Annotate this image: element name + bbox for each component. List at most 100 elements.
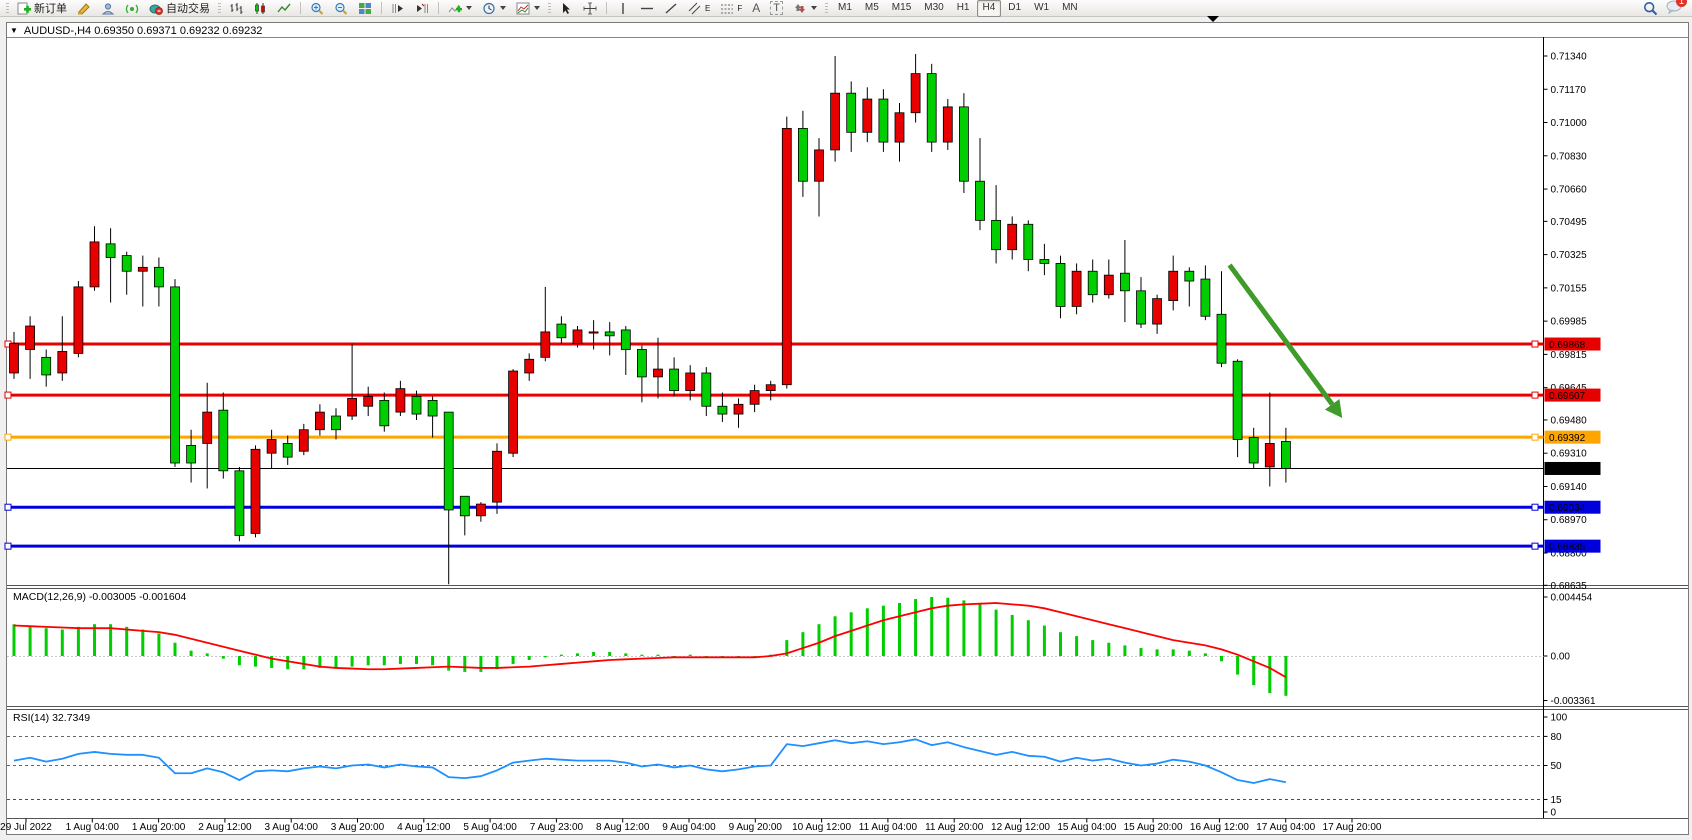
candle-up: [1264, 443, 1275, 468]
trend-arrow-head[interactable]: [1324, 398, 1343, 418]
candle-down: [153, 266, 164, 288]
candlestick-chart-icon: [255, 2, 265, 14]
line-handle[interactable]: [4, 542, 12, 550]
line-handle[interactable]: [1531, 503, 1539, 511]
candle-up: [749, 390, 760, 405]
price-axis-tick-label: 0.69310: [1551, 449, 1588, 460]
templates-button[interactable]: [512, 0, 544, 17]
line-handle[interactable]: [4, 433, 12, 441]
arrows-tool-button[interactable]: [789, 0, 821, 17]
line-handle[interactable]: [1531, 542, 1539, 550]
fibonacci-tool-button[interactable]: F: [716, 0, 746, 17]
line-handle[interactable]: [4, 503, 12, 511]
chart-title-strip[interactable]: ▼ AUDUSD-,H4 0.69350 0.69371 0.69232 0.6…: [10, 25, 262, 37]
timeframe-button-W1[interactable]: W1: [1034, 1, 1050, 13]
indicators-button[interactable]: [444, 0, 476, 17]
macd-histogram-bar: [978, 604, 982, 656]
macd-histogram-bar: [189, 650, 193, 656]
new-order-button[interactable]: 新订单: [13, 0, 71, 17]
macd-histogram-bar: [141, 629, 145, 656]
line-handle[interactable]: [1531, 433, 1539, 441]
macd-histogram-bar: [382, 656, 386, 666]
price-badge: [1544, 500, 1601, 514]
collapse-triangle-icon[interactable]: ▼: [10, 26, 18, 35]
candle-up: [347, 398, 358, 417]
timeframe-button-M5[interactable]: M5: [864, 1, 879, 13]
dropdown-caret[interactable]: [810, 6, 817, 10]
price-badge-label: 0.69034: [1549, 503, 1586, 514]
timeframe-button-H1[interactable]: H1: [956, 1, 970, 13]
autotrading-icon: [149, 4, 163, 15]
candle-down: [1248, 437, 1259, 464]
chart-shift-button[interactable]: [411, 0, 433, 17]
candle-down: [105, 243, 116, 258]
price-axis-tick-label: 0.71000: [1551, 118, 1588, 129]
text-tool-button[interactable]: A: [748, 0, 764, 17]
dropdown-caret[interactable]: [500, 6, 506, 10]
vertical-line-icon: [622, 2, 624, 14]
timeframe-button-H4[interactable]: H4: [976, 0, 1002, 17]
dropdown-caret[interactable]: [534, 6, 540, 10]
crosshair-tool-button[interactable]: [579, 0, 601, 17]
periods-button[interactable]: [478, 0, 510, 17]
candle-down: [218, 409, 229, 472]
search-icon[interactable]: [1643, 1, 1658, 16]
trendline-tool-button[interactable]: [660, 0, 682, 17]
channel-icon: [688, 2, 701, 14]
candle-up: [202, 411, 213, 444]
line-handle[interactable]: [4, 391, 12, 399]
time-axis-label: 8 Aug 12:00: [596, 822, 650, 833]
candle-down: [556, 323, 567, 339]
price-axis-tick-label: 0.71340: [1551, 52, 1588, 63]
time-axis-label: 9 Aug 20:00: [729, 822, 783, 833]
trendline-icon: [665, 2, 677, 14]
line-handle[interactable]: [1531, 391, 1539, 399]
macd-histogram-bar: [801, 632, 805, 656]
candle-down: [846, 92, 857, 133]
macd-histogram-bar: [463, 656, 467, 672]
tile-windows-button[interactable]: [354, 0, 376, 17]
toolbar-separator: [381, 2, 382, 14]
price-badge: [1544, 388, 1601, 402]
cursor-tool-button[interactable]: [555, 0, 577, 17]
bar-chart-button[interactable]: [225, 0, 247, 17]
horizontal-line-tool-button[interactable]: [636, 0, 658, 17]
auto-scroll-button[interactable]: [387, 0, 409, 17]
text-label-tool-button[interactable]: T: [766, 0, 787, 17]
line-chart-button[interactable]: [273, 0, 295, 17]
timeframe-button-MN[interactable]: MN: [1062, 1, 1078, 13]
cursor-icon: [563, 2, 570, 14]
signal-icon: [125, 4, 139, 13]
timeframe-button-M15[interactable]: M15: [891, 1, 912, 13]
trend-arrow-annotation[interactable]: [1227, 263, 1335, 406]
candle-down: [1216, 313, 1227, 364]
macd-histogram-bar: [1252, 656, 1256, 686]
price-axis-tick-label: 0.68970: [1551, 515, 1588, 526]
autotrading-button[interactable]: 自动交易: [145, 0, 214, 17]
zoom-out-button[interactable]: [330, 0, 352, 17]
dropdown-caret[interactable]: [466, 6, 472, 10]
vertical-line-tool-button[interactable]: [612, 0, 634, 17]
time-axis-label: 11 Aug 04:00: [859, 822, 918, 833]
line-handle[interactable]: [1531, 340, 1539, 348]
price-badge-label: 0.69392: [1549, 433, 1586, 444]
styler-button[interactable]: [73, 0, 95, 17]
timeframe-button-M1[interactable]: M1: [837, 1, 852, 13]
new-order-label: 新订单: [34, 3, 67, 15]
candle-up: [540, 331, 551, 358]
timeframe-button-D1[interactable]: D1: [1008, 1, 1022, 13]
macd-histogram-bar: [60, 629, 64, 656]
macd-histogram-bar: [914, 599, 918, 656]
macd-histogram-bar: [109, 624, 113, 656]
candle-down: [620, 329, 631, 350]
channel-tool-button[interactable]: E: [684, 0, 714, 17]
zoom-in-button[interactable]: [306, 0, 328, 17]
notifications-button[interactable]: 1: [1666, 0, 1687, 17]
timeframe-button-M30[interactable]: M30: [924, 1, 944, 13]
candlestick-chart-button[interactable]: [249, 0, 271, 17]
signals-button[interactable]: [121, 0, 143, 17]
macd-histogram-bar: [881, 605, 885, 656]
macd-histogram-bar: [270, 656, 274, 668]
chart-shift-icon: [417, 3, 428, 13]
profiles-button[interactable]: [97, 0, 119, 17]
